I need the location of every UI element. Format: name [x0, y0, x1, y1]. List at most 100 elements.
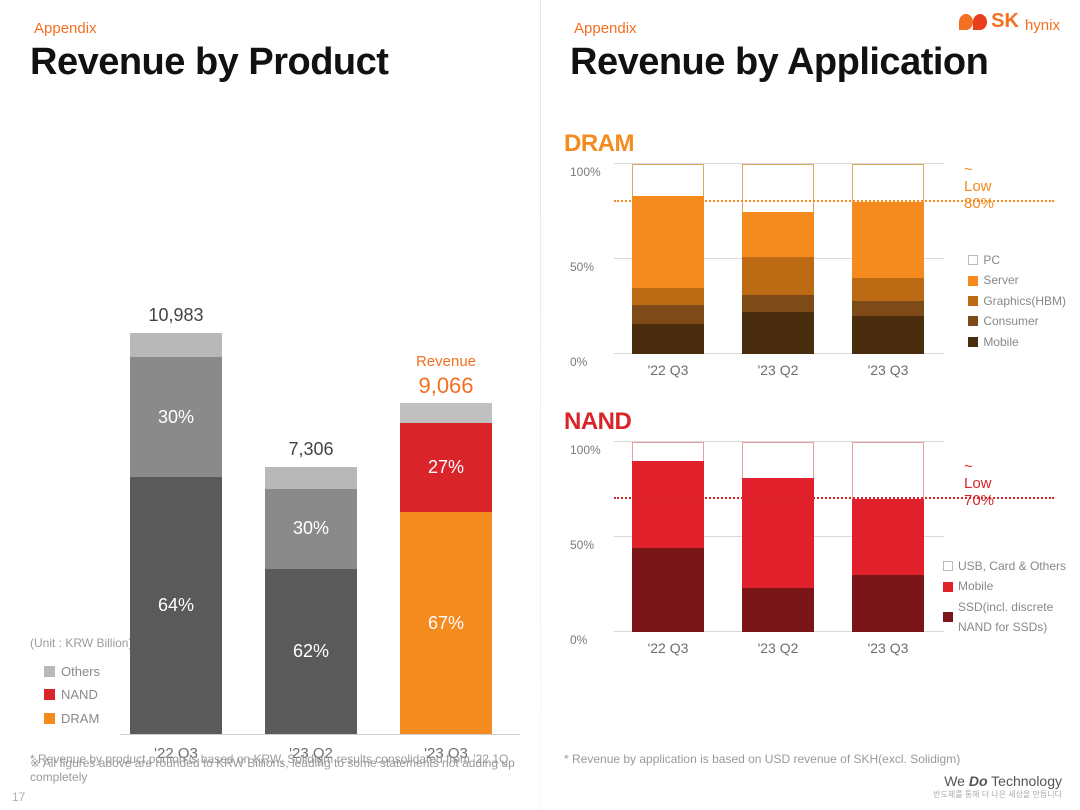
- mini-category: '23 Q2: [742, 362, 814, 378]
- legend-label: PC: [983, 250, 1000, 270]
- bar-segment-nand: 30%: [265, 489, 357, 569]
- segment-server: [742, 212, 814, 258]
- segment-usb: [632, 442, 704, 461]
- bar-segment-dram: 64%: [130, 477, 222, 734]
- reference-label: ~ Low 80%: [964, 161, 994, 212]
- segment-mobile: [742, 478, 814, 588]
- legend-others: Others: [61, 660, 100, 683]
- legend-item: Mobile: [943, 576, 1066, 596]
- segment-graphics: [852, 278, 924, 301]
- segment-mobile: [852, 316, 924, 354]
- footnote-left-2: ※ All figures above are rounded to KRW B…: [30, 756, 540, 784]
- segment-mobile: [632, 461, 704, 548]
- revenue-label: Revenue: [400, 353, 492, 370]
- segment-consumer: [632, 305, 704, 324]
- segment-ssd: [742, 588, 814, 632]
- product-chart: 10,98364%30%'22 Q3 7,30662%30%'23 Q2 Reven…: [120, 275, 520, 735]
- bar-segment-dram: 67%: [400, 512, 492, 734]
- stacked-bar: '23 Q3: [852, 442, 924, 632]
- legend-label: SSD(incl. discrete NAND for SSDs): [958, 597, 1053, 638]
- unit-label: (Unit : KRW Billion): [30, 636, 132, 650]
- segment-mobile: [632, 324, 704, 354]
- logo-sk: SK: [991, 10, 1019, 33]
- tagline-main: We Do Technology: [933, 773, 1062, 789]
- bar-segment-others: [130, 333, 222, 357]
- legend-label: Mobile: [958, 576, 993, 596]
- right-panel: SK hynix Appendix Revenue by Application…: [540, 0, 1080, 810]
- legend-nand: NAND: [61, 683, 98, 706]
- segment-mobile: [742, 312, 814, 354]
- left-panel: Appendix Revenue by Product (Unit : KRW …: [0, 0, 540, 810]
- bar-segment-others: [265, 467, 357, 488]
- legend-label: Server: [983, 270, 1018, 290]
- legend-item: Graphics(HBM): [968, 291, 1066, 311]
- bar-total: 10,983: [148, 305, 203, 326]
- product-bar: Revenue9,06667%27%'23 Q3: [400, 403, 492, 734]
- legend-label: Graphics(HBM): [983, 291, 1066, 311]
- tagline: We Do Technology 반도체를 통해 더 나은 세상을 만듭니다: [933, 773, 1062, 800]
- legend-item: SSD(incl. discrete NAND for SSDs): [943, 597, 1066, 638]
- product-bar: 7,30662%30%'23 Q2: [265, 467, 357, 734]
- segment-ssd: [632, 548, 704, 632]
- bar-segment-nand: 30%: [130, 357, 222, 477]
- x-axis: [120, 734, 520, 735]
- y-tick: 0%: [570, 633, 587, 647]
- segment-consumer: [742, 295, 814, 312]
- page-number: 17: [12, 790, 25, 804]
- bar-segment-nand: 27%: [400, 423, 492, 512]
- legend-item: PC: [968, 250, 1066, 270]
- legend-label: Consumer: [983, 311, 1038, 331]
- y-tick: 100%: [570, 165, 601, 179]
- y-tick: 100%: [570, 443, 601, 457]
- nand-chart: 0%50%100%'22 Q3'23 Q2'23 Q3~ Low 70%: [614, 442, 944, 632]
- segment-server: [852, 202, 924, 278]
- segment-pc: [742, 164, 814, 212]
- reference-label: ~ Low 70%: [964, 458, 994, 509]
- footnote-right: * Revenue by application is based on USD…: [564, 752, 960, 766]
- segment-server: [632, 196, 704, 287]
- y-tick: 50%: [570, 538, 594, 552]
- stacked-bar: '23 Q3: [852, 164, 924, 354]
- segment-graphics: [632, 288, 704, 305]
- title-right: Revenue by Application: [570, 41, 1056, 84]
- segment-pc: [852, 164, 924, 202]
- segment-usb: [852, 442, 924, 499]
- y-tick: 50%: [570, 260, 594, 274]
- segment-ssd: [852, 575, 924, 632]
- legend-label: USB, Card & Others: [958, 556, 1066, 576]
- y-tick: 0%: [570, 355, 587, 369]
- stacked-bar: '22 Q3: [632, 164, 704, 354]
- tagline-sub: 반도체를 통해 더 나은 세상을 만듭니다: [933, 789, 1062, 800]
- legend-item: Consumer: [968, 311, 1066, 331]
- segment-pc: [632, 164, 704, 196]
- stacked-bar: '22 Q3: [632, 442, 704, 632]
- mini-category: '23 Q2: [742, 640, 814, 656]
- mini-category: '23 Q3: [852, 640, 924, 656]
- dram-legend: PCServerGraphics(HBM)ConsumerMobile: [968, 250, 1066, 352]
- stacked-bar: '23 Q2: [742, 164, 814, 354]
- legend-label: Mobile: [983, 332, 1018, 352]
- mini-category: '22 Q3: [632, 362, 704, 378]
- segment-graphics: [742, 257, 814, 295]
- mini-category: '22 Q3: [632, 640, 704, 656]
- segment-usb: [742, 442, 814, 478]
- appendix-label-left: Appendix: [34, 20, 516, 37]
- nand-heading: NAND: [564, 408, 1056, 436]
- legend-product: Others NAND DRAM: [44, 660, 100, 730]
- bar-total: 7,306: [288, 439, 333, 460]
- logo-hynix: hynix: [1025, 17, 1060, 34]
- dram-heading: DRAM: [564, 130, 1056, 158]
- legend-dram: DRAM: [61, 707, 99, 730]
- bar-segment-others: [400, 403, 492, 423]
- title-left: Revenue by Product: [30, 41, 516, 84]
- legend-item: Mobile: [968, 332, 1066, 352]
- legend-item: USB, Card & Others: [943, 556, 1066, 576]
- mini-category: '23 Q3: [852, 362, 924, 378]
- nand-legend: USB, Card & OthersMobileSSD(incl. discre…: [943, 556, 1066, 638]
- legend-item: Server: [968, 270, 1066, 290]
- product-bar: 10,98364%30%'22 Q3: [130, 333, 222, 734]
- sk-hynix-logo: SK hynix: [959, 10, 1060, 33]
- bar-segment-dram: 62%: [265, 569, 357, 734]
- segment-mobile: [852, 499, 924, 575]
- revenue-value: 9,066: [400, 373, 492, 399]
